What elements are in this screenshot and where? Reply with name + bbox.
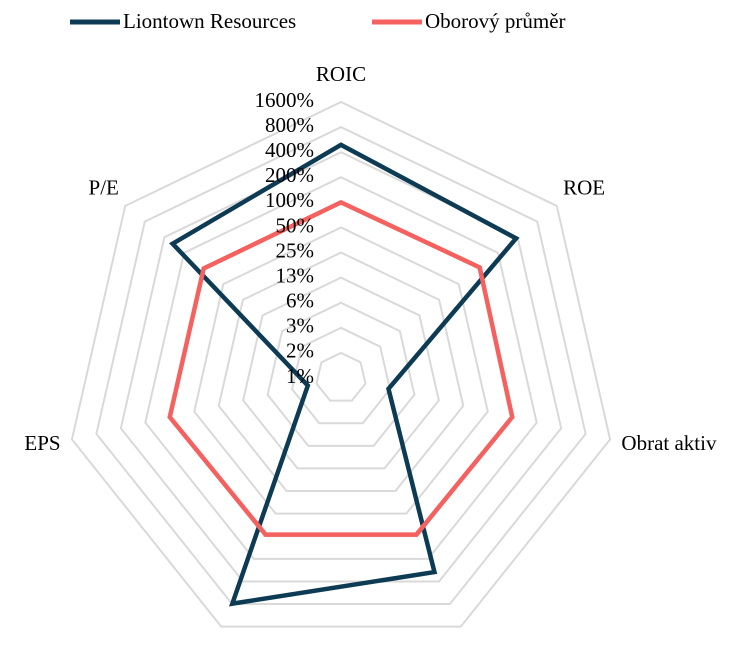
grid-ring bbox=[315, 351, 367, 402]
y-tick-label: 13% bbox=[276, 263, 315, 287]
grid-ring bbox=[266, 301, 416, 447]
series-line bbox=[169, 142, 520, 607]
y-tick-label: 6% bbox=[286, 289, 314, 313]
grid-ring bbox=[144, 176, 538, 560]
y-tick-label: 50% bbox=[276, 213, 315, 237]
grid-ring bbox=[217, 251, 465, 493]
legend-label: Oborový průměr bbox=[425, 9, 566, 33]
legend-label: Liontown Resources bbox=[123, 9, 296, 33]
y-tick-label: 3% bbox=[286, 314, 314, 338]
y-tick-label: 200% bbox=[265, 163, 314, 187]
grid-ring bbox=[242, 276, 440, 470]
category-label: ROE bbox=[563, 176, 605, 200]
category-label: ROIC bbox=[316, 62, 366, 86]
y-tick-label: 400% bbox=[265, 138, 314, 162]
y-tick-label: 800% bbox=[265, 113, 314, 137]
category-label: Obrat aktiv bbox=[621, 431, 717, 455]
y-tick-label: 1600% bbox=[255, 88, 315, 112]
series-line bbox=[167, 199, 515, 537]
grid-ring bbox=[95, 125, 587, 606]
y-tick-label: 2% bbox=[286, 339, 314, 363]
y-tick-label: 25% bbox=[276, 238, 315, 262]
category-label: P/E bbox=[89, 176, 119, 200]
y-tick-label: 100% bbox=[265, 188, 314, 212]
grid-ring bbox=[290, 326, 392, 425]
y-tick-label: 1% bbox=[286, 364, 314, 388]
grid-ring bbox=[119, 151, 563, 583]
category-label: EPS bbox=[24, 431, 60, 455]
grid-ring bbox=[70, 100, 612, 628]
grid-ring bbox=[193, 226, 489, 515]
